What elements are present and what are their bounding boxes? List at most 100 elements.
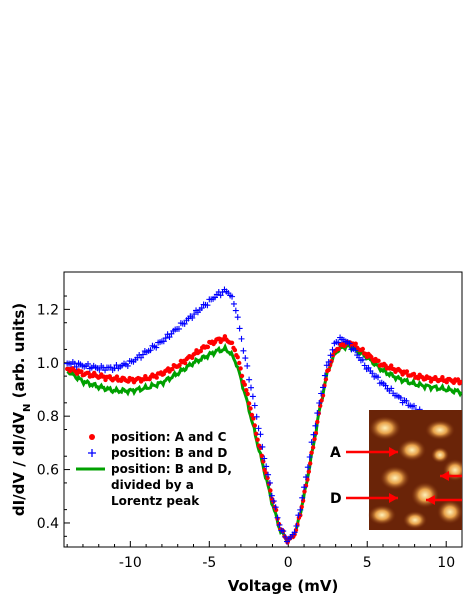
data-point-b-and-d [259, 443, 266, 450]
data-point-b-and-d [361, 362, 368, 369]
data-point-b-and-d [306, 453, 313, 460]
data-point-b-and-d [325, 358, 332, 365]
data-point-a-and-c [205, 344, 211, 350]
data-point-a-and-c [190, 355, 195, 360]
data-point-b-and-d [346, 340, 353, 347]
data-point-b-and-d [246, 376, 253, 383]
data-point-b-and-d [204, 302, 211, 309]
data-point-b-and-d [234, 314, 241, 321]
data-point-b-and-d [85, 360, 92, 367]
data-point-a-and-c [242, 382, 247, 387]
data-point-a-and-c [255, 437, 260, 442]
data-point-b-and-d [365, 364, 372, 371]
inset-blob [425, 420, 455, 440]
data-point-a-and-c [318, 403, 323, 408]
plot-frame [63, 271, 463, 548]
x-tick-label: 0 [284, 555, 293, 571]
data-point-a-and-c [238, 366, 243, 371]
data-point-b-and-d [249, 393, 256, 400]
data-point-a-and-c [222, 334, 228, 339]
data-point-b-and-d [302, 474, 309, 481]
data-point-b-and-d [251, 402, 258, 409]
data-point-b-and-d [230, 300, 237, 307]
data-point-b-and-d [189, 314, 196, 321]
data-point-b-and-d [369, 370, 376, 377]
data-point-a-and-c [360, 346, 365, 352]
data-point-b-and-d [323, 362, 330, 369]
data-point-a-and-c [229, 340, 235, 345]
data-point-b-and-d [301, 484, 308, 491]
data-point-a-and-c [323, 377, 329, 382]
data-point-b-and-d [113, 362, 120, 369]
data-point-a-and-c [353, 341, 358, 346]
data-point-b-and-d [253, 413, 260, 420]
y-tick-label: 0.4 [37, 516, 59, 532]
x-tick-label: 10 [437, 555, 455, 571]
data-point-a-and-c [198, 348, 203, 354]
data-point-b-and-d [359, 356, 366, 363]
inset-blob [398, 439, 426, 461]
data-point-b-and-d [312, 422, 319, 429]
data-point-a-and-c [268, 488, 273, 493]
data-point-b-and-d [261, 455, 268, 462]
x-tick-label: 5 [363, 555, 372, 571]
y-tick-label: 1.2 [37, 302, 59, 318]
data-point-a-and-c [182, 360, 188, 366]
data-point-a-and-c [261, 459, 266, 464]
data-point-a-and-c [79, 369, 84, 374]
data-point-b-and-d [299, 494, 306, 501]
data-point-b-and-d [160, 338, 167, 345]
data-point-a-and-c [404, 369, 410, 374]
data-point-a-and-c [319, 398, 324, 403]
data-point-a-and-c [114, 374, 120, 379]
data-point-a-and-c [249, 412, 255, 418]
data-point-b-and-d [291, 529, 298, 536]
data-point-a-and-c [315, 419, 320, 425]
data-point-b-and-d [293, 522, 300, 529]
data-point-b-and-d [329, 346, 336, 353]
data-point-b-and-d [280, 528, 287, 535]
data-point-b-and-d [139, 351, 146, 358]
data-point-a-and-c [376, 358, 381, 363]
data-point-b-and-d [96, 366, 103, 373]
data-point-b-and-d [236, 325, 243, 332]
data-point-a-and-c [232, 347, 238, 353]
x-tick-label: -10 [119, 555, 142, 571]
data-point-a-and-c [252, 423, 257, 428]
inset-blob [368, 505, 396, 525]
data-point-b-and-d [274, 514, 281, 521]
data-point-b-and-d [268, 492, 275, 499]
data-point-b-and-d [265, 471, 272, 478]
data-point-a-and-c [312, 436, 317, 442]
data-point-a-and-c [237, 360, 242, 366]
data-point-b-and-d [282, 533, 289, 540]
data-point-a-and-c [455, 377, 461, 382]
inset-arrow-d-head [389, 493, 398, 503]
data-point-b-and-d [232, 307, 239, 314]
y-tick-label: 0.6 [37, 463, 59, 479]
x-tick-label: -5 [202, 555, 216, 571]
data-point-b-and-d [162, 335, 169, 342]
data-point-b-and-d [175, 325, 182, 332]
legend-marker-dot [89, 434, 95, 440]
data-point-b-and-d [217, 292, 224, 299]
data-point-b-and-d [304, 464, 311, 471]
data-point-b-and-d [229, 293, 236, 300]
data-point-b-and-d [198, 305, 205, 312]
data-point-b-and-d [238, 335, 245, 342]
data-point-a-and-c [302, 489, 307, 494]
data-point-b-and-d [138, 354, 145, 361]
inset-arrow-a-head [389, 447, 398, 457]
data-point-a-and-c [306, 469, 311, 474]
data-point-b-and-d [316, 400, 323, 407]
data-point-a-and-c [177, 363, 182, 368]
legend-marker-plus [88, 449, 96, 457]
data-point-b-and-d [320, 384, 327, 391]
data-point-b-and-d [257, 431, 264, 438]
y-axis-title: dI/dV / dI/dVN (arb. units) [10, 303, 33, 516]
legend-label: position: B and D, [111, 462, 232, 476]
data-point-a-and-c [411, 371, 417, 377]
inset-blob [369, 416, 401, 440]
legend-label: Lorentz peak [111, 494, 200, 508]
data-point-a-and-c [245, 391, 250, 397]
